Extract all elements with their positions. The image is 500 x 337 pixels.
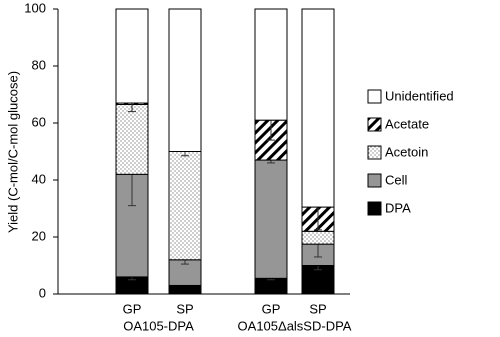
y-tick-label: 100 bbox=[24, 0, 46, 15]
x-tick-label: SP bbox=[176, 301, 193, 316]
bar-segment bbox=[301, 8, 335, 208]
bar-segment bbox=[301, 230, 335, 245]
bar-segment bbox=[115, 8, 149, 104]
bar-segment bbox=[168, 151, 202, 261]
group-label: OA105-DPA bbox=[123, 318, 194, 333]
y-tick-label: 0 bbox=[39, 285, 46, 300]
legend-label: Cell bbox=[385, 172, 408, 187]
legend-swatch bbox=[367, 117, 382, 132]
bar-segment bbox=[168, 284, 202, 295]
group-label: OA105ΔalsSD-DPA bbox=[238, 318, 352, 333]
legend-label: Acetate bbox=[385, 116, 429, 131]
bar-segment bbox=[115, 103, 149, 175]
legend-swatch bbox=[367, 173, 382, 188]
legend-swatch bbox=[367, 89, 382, 104]
x-tick-label: GP bbox=[262, 301, 281, 316]
bar-segment bbox=[254, 159, 288, 279]
legend-swatch bbox=[367, 201, 382, 216]
bar-segment bbox=[254, 277, 288, 295]
bar-segment bbox=[168, 8, 202, 152]
y-tick-label: 20 bbox=[32, 228, 46, 243]
y-tick-label: 60 bbox=[32, 114, 46, 129]
x-tick-label: GP bbox=[123, 301, 142, 316]
y-tick-label: 80 bbox=[32, 57, 46, 72]
legend-label: Unidentified bbox=[385, 88, 454, 103]
y-axis-label: Yield (C-mol/C-mol glucose) bbox=[5, 71, 20, 233]
x-tick-label: SP bbox=[309, 301, 326, 316]
bar-segment bbox=[254, 8, 288, 121]
y-tick-label: 40 bbox=[32, 171, 46, 186]
legend-label: DPA bbox=[385, 200, 411, 215]
legend-label: Acetoin bbox=[385, 144, 428, 159]
bar-segment bbox=[115, 173, 149, 278]
legend-swatch bbox=[367, 145, 382, 160]
